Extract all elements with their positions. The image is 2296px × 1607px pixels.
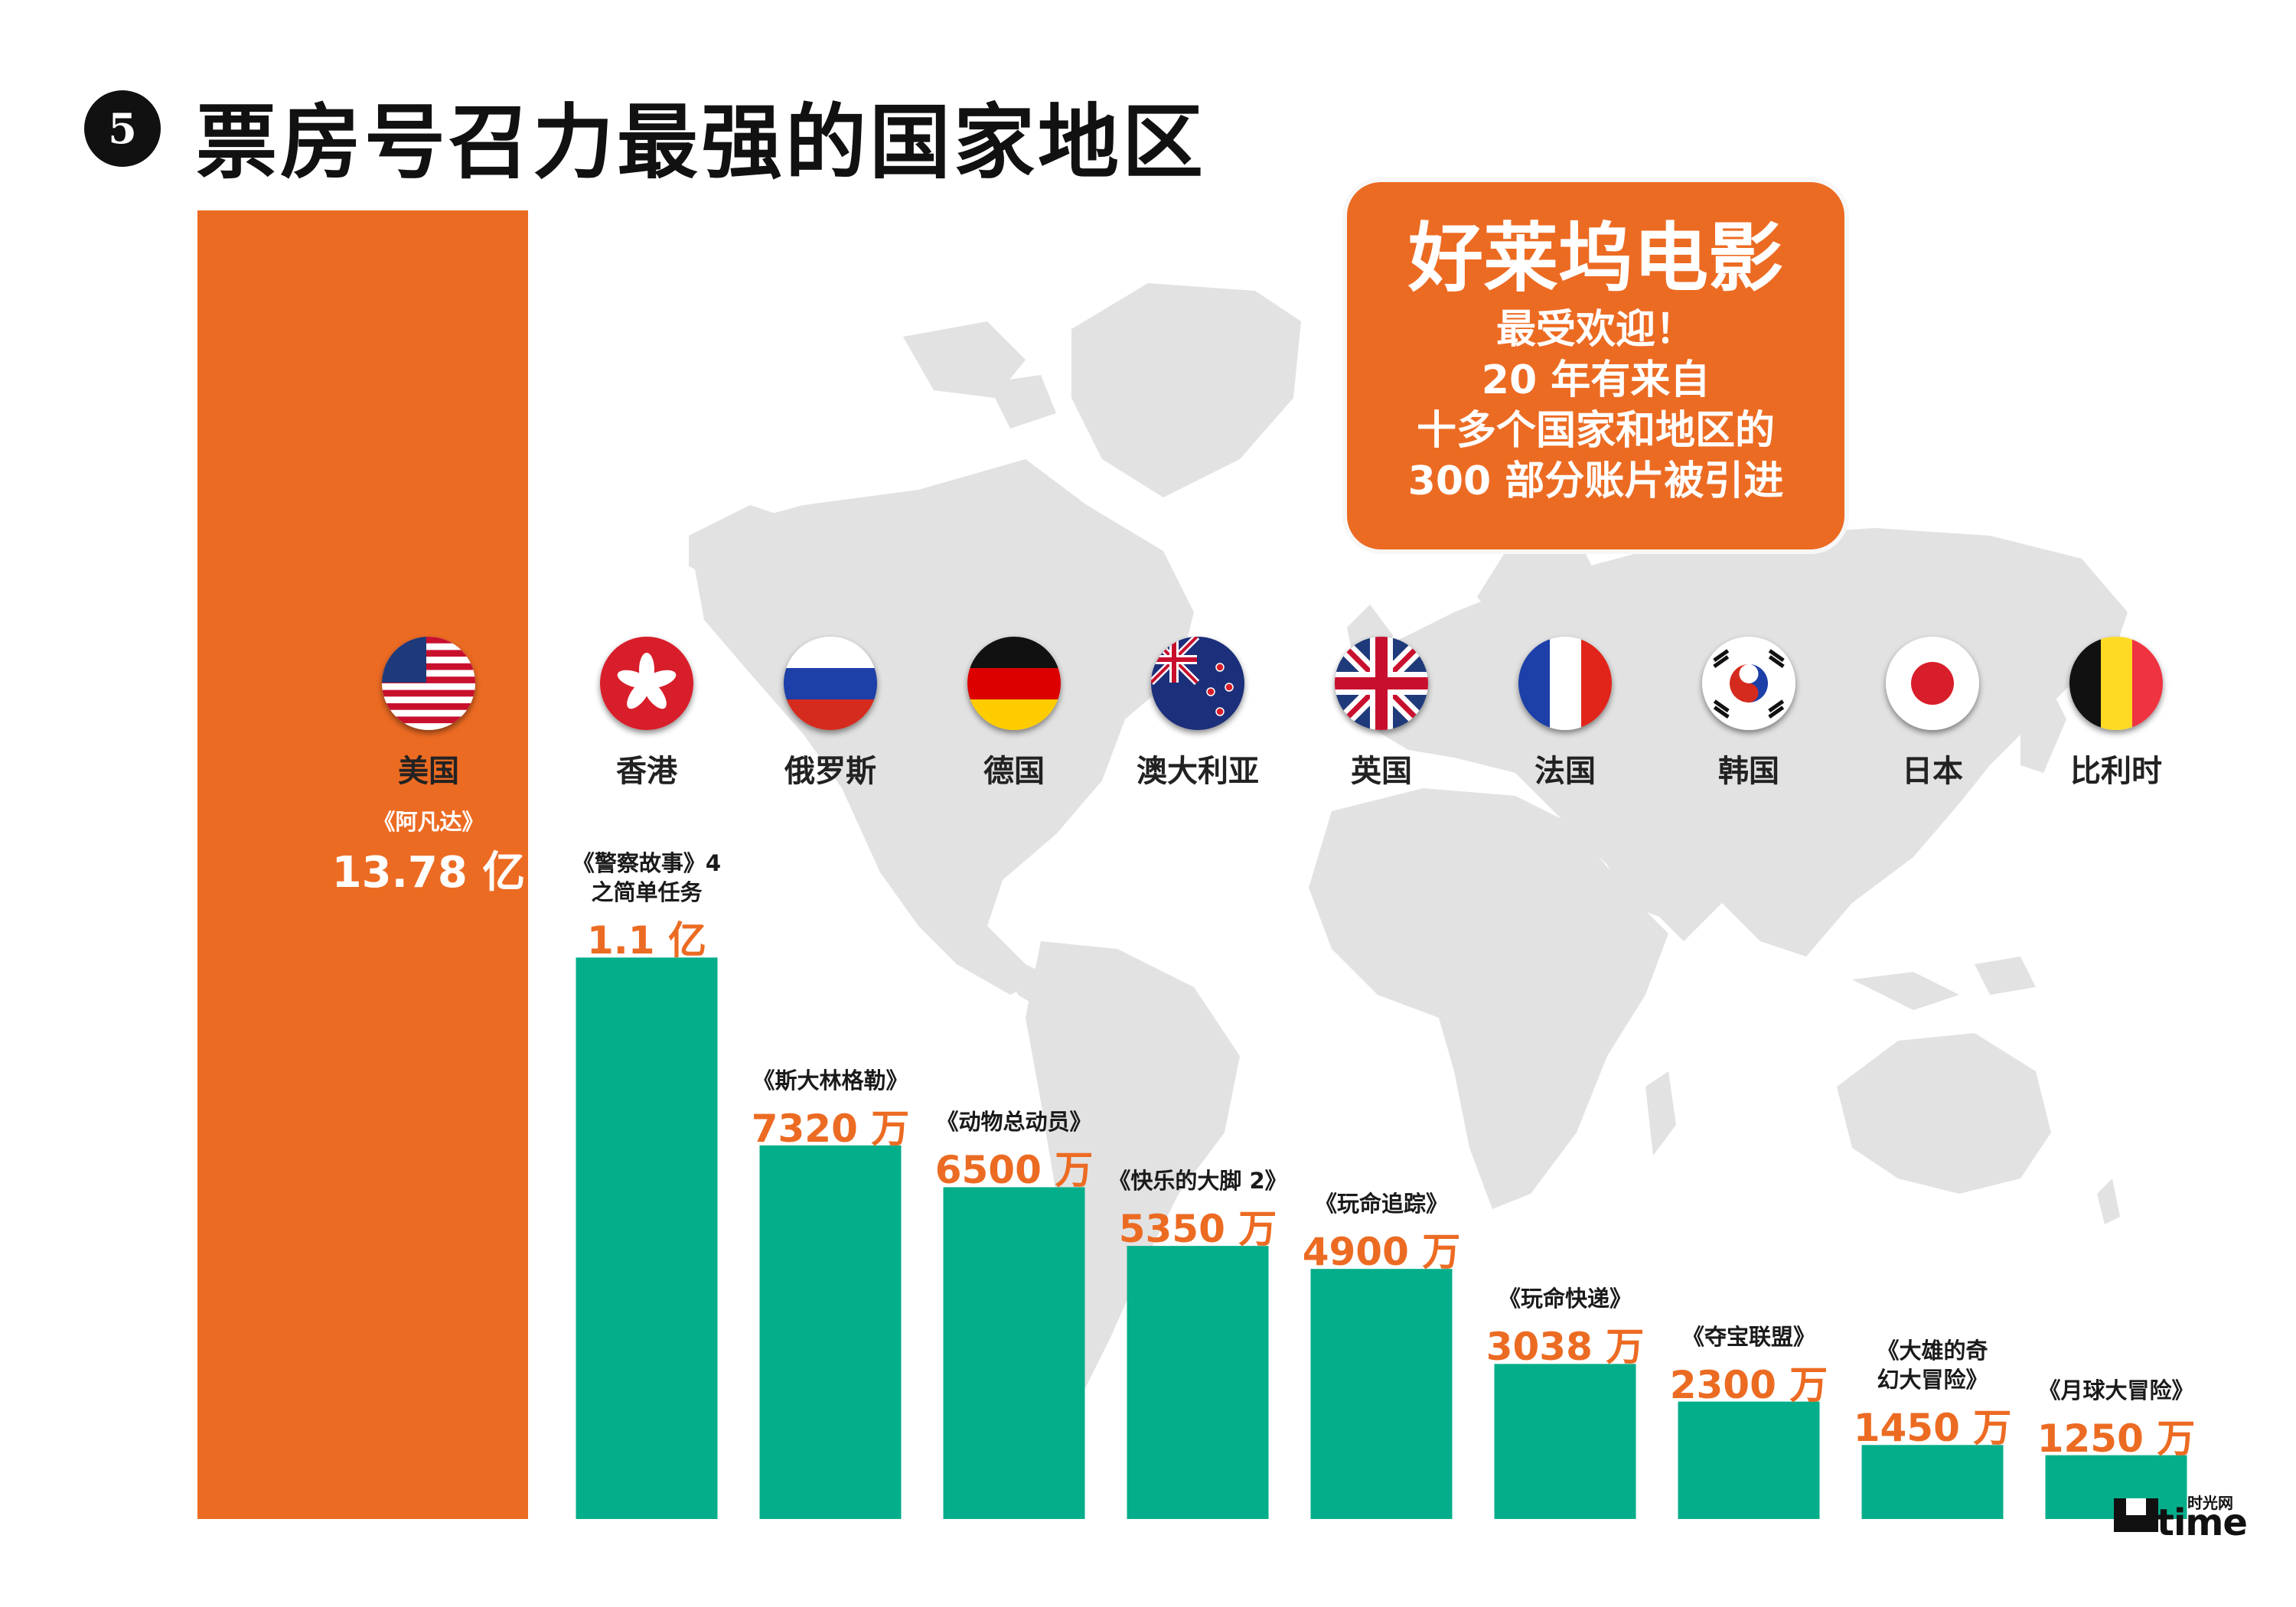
film-title: 《阿凡达》 — [373, 809, 484, 835]
country-label: 比利时 — [2070, 754, 2162, 789]
film-title: 《斯大林格勒》 — [752, 1067, 908, 1094]
mtime-logo-mark — [2114, 1498, 2158, 1532]
country-label: 美国 — [398, 754, 459, 789]
page-title: 票房号召力最强的国家地区 — [196, 96, 1206, 190]
gross-label: 2300 万 — [1669, 1362, 1828, 1407]
hollywood-callout: 好莱坞电影 最受欢迎！ 20 年有来自 十多个国家和地区的 300 部分账片被引… — [1347, 182, 1844, 549]
bar — [943, 1187, 1085, 1519]
film-title: 《动物总动员》 — [936, 1109, 1092, 1136]
bar — [1678, 1401, 1820, 1519]
korea-flag-icon — [1702, 637, 1795, 730]
gross-label: 7320 万 — [751, 1106, 910, 1151]
logo-cn-name: 时光网 — [2187, 1494, 2233, 1512]
country-label: 德国 — [983, 754, 1045, 789]
gross-label: 5350 万 — [1118, 1207, 1277, 1252]
film-title: 《玩命快递》 — [1498, 1286, 1632, 1312]
film-title: 《警察故事》4 — [572, 850, 722, 877]
hongkong-flag-icon — [600, 637, 693, 730]
callout-line: 十多个国家和地区的 — [1416, 408, 1775, 454]
film-title: 《月球大冒险》 — [2038, 1377, 2194, 1403]
country-label: 澳大利亚 — [1137, 754, 1259, 789]
france-flag-icon — [1518, 637, 1612, 730]
germany-flag-icon — [967, 637, 1061, 730]
section-number-badge: 5 — [84, 90, 161, 167]
gross-label: 1250 万 — [2037, 1416, 2196, 1461]
film-title: 幻大冒险》 — [1877, 1367, 1988, 1393]
japan-flag-icon — [1886, 637, 1979, 730]
mtime-logo: 时光网 time — [2114, 1491, 2248, 1544]
gross-label: 4900 万 — [1302, 1230, 1461, 1275]
logo-wordmark: time — [2157, 1501, 2248, 1544]
country-label: 俄罗斯 — [784, 754, 876, 789]
australia-flag-icon — [1151, 637, 1244, 730]
bar — [1861, 1445, 2004, 1519]
film-title: 《夺宝联盟》 — [1681, 1323, 1815, 1350]
gross-label: 6500 万 — [934, 1148, 1094, 1193]
gross-label: 1450 万 — [1853, 1406, 2012, 1451]
bar — [576, 957, 718, 1519]
bar — [1310, 1269, 1453, 1519]
country-label: 韩国 — [1718, 754, 1779, 789]
belgium-flag-icon — [2069, 637, 2163, 730]
film-title: 《玩命追踪》 — [1314, 1191, 1448, 1217]
bar — [1127, 1246, 1269, 1519]
country-label: 香港 — [616, 754, 677, 789]
gross-label: 3038 万 — [1486, 1325, 1645, 1370]
country-label: 日本 — [1902, 754, 1963, 789]
country-label: 英国 — [1351, 754, 1412, 789]
callout-line: 20 年有来自 — [1481, 357, 1711, 403]
callout-headline: 好莱坞电影 — [1407, 215, 1783, 302]
gross-label: 13.78 亿 — [331, 848, 526, 898]
film-title: 之简单任务 — [591, 879, 703, 906]
callout-line: 300 部分账片被引进 — [1407, 458, 1784, 504]
film-title: 《大雄的奇 — [1877, 1338, 1988, 1364]
russia-flag-icon — [784, 637, 877, 730]
callout-line: 最受欢迎！ — [1495, 307, 1695, 353]
film-title: 《快乐的大脚 2》 — [1108, 1168, 1287, 1195]
us-flag-icon — [382, 637, 475, 730]
uk-flag-icon — [1335, 637, 1428, 730]
bar — [1494, 1364, 1636, 1519]
bar-us — [197, 210, 528, 1519]
bar — [759, 1145, 902, 1519]
gross-label: 1.1 亿 — [587, 918, 706, 963]
country-label: 法国 — [1534, 754, 1596, 789]
